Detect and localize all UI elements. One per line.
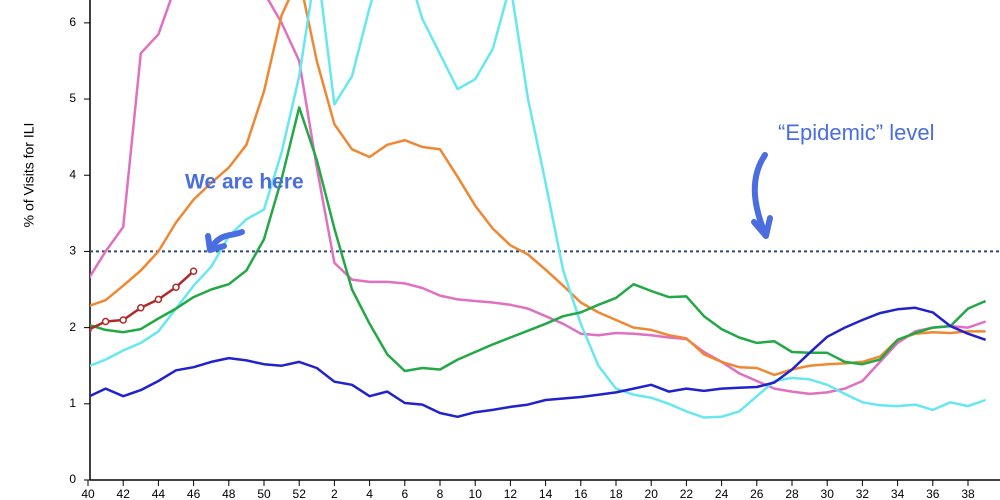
x-tick-label: 52	[293, 487, 307, 500]
point	[90, 326, 92, 334]
x-tick-label: 38	[961, 487, 975, 500]
series-line	[90, 106, 987, 373]
x-tick-label: 10	[469, 487, 483, 500]
x-tick-label: 50	[257, 487, 271, 500]
series-line	[90, 306, 987, 419]
y-axis-label: % of Visits for ILI	[21, 123, 37, 228]
x-tick-label: 34	[891, 487, 905, 500]
x-tick-label: 4	[366, 487, 373, 500]
arrow	[751, 152, 773, 239]
plot-area	[90, 0, 1000, 419]
point	[154, 295, 163, 304]
point	[137, 304, 145, 312]
x-tick-label: 46	[187, 487, 201, 500]
x-tick-label: 44	[152, 487, 166, 500]
x-tick-label: 42	[117, 487, 131, 500]
x-tick-label: 2	[331, 487, 338, 500]
y-tick-label: 0	[69, 472, 76, 486]
y-tick-label: 5	[69, 91, 76, 105]
point	[189, 267, 198, 275]
series-line	[90, 0, 987, 396]
y-tick-label: 1	[69, 396, 76, 410]
x-tick-label: 8	[437, 487, 444, 500]
point	[101, 317, 110, 326]
x-tick-label: 40	[81, 487, 95, 500]
x-tick-label: 12	[504, 487, 518, 500]
annotation: We are here	[185, 171, 304, 194]
y-tick-label: 3	[69, 244, 76, 258]
x-tick-label: 18	[609, 487, 623, 500]
x-tick-label: 16	[574, 487, 588, 500]
x-tick-label: 28	[785, 487, 799, 500]
point	[119, 316, 127, 324]
x-tick-label: 26	[750, 487, 764, 500]
arrow	[205, 229, 245, 253]
x-tick-label: 36	[926, 487, 940, 500]
y-tick-label: 4	[69, 167, 76, 181]
x-tick-label: 6	[401, 487, 408, 500]
x-tick-label: 22	[680, 487, 694, 500]
x-tick-label: 24	[715, 487, 729, 500]
x-tick-label: 14	[539, 487, 553, 500]
series-line	[90, 0, 986, 377]
point	[172, 283, 180, 291]
x-tick-label: 30	[821, 487, 835, 500]
x-tick-label: 32	[856, 487, 870, 500]
x-tick-label: 20	[645, 487, 659, 500]
y-tick-label: 2	[69, 320, 76, 334]
series-line	[90, 0, 987, 419]
x-tick-label: 48	[222, 487, 236, 500]
annotation: “Epidemic” level	[778, 120, 935, 145]
y-tick-label: 6	[69, 15, 76, 29]
